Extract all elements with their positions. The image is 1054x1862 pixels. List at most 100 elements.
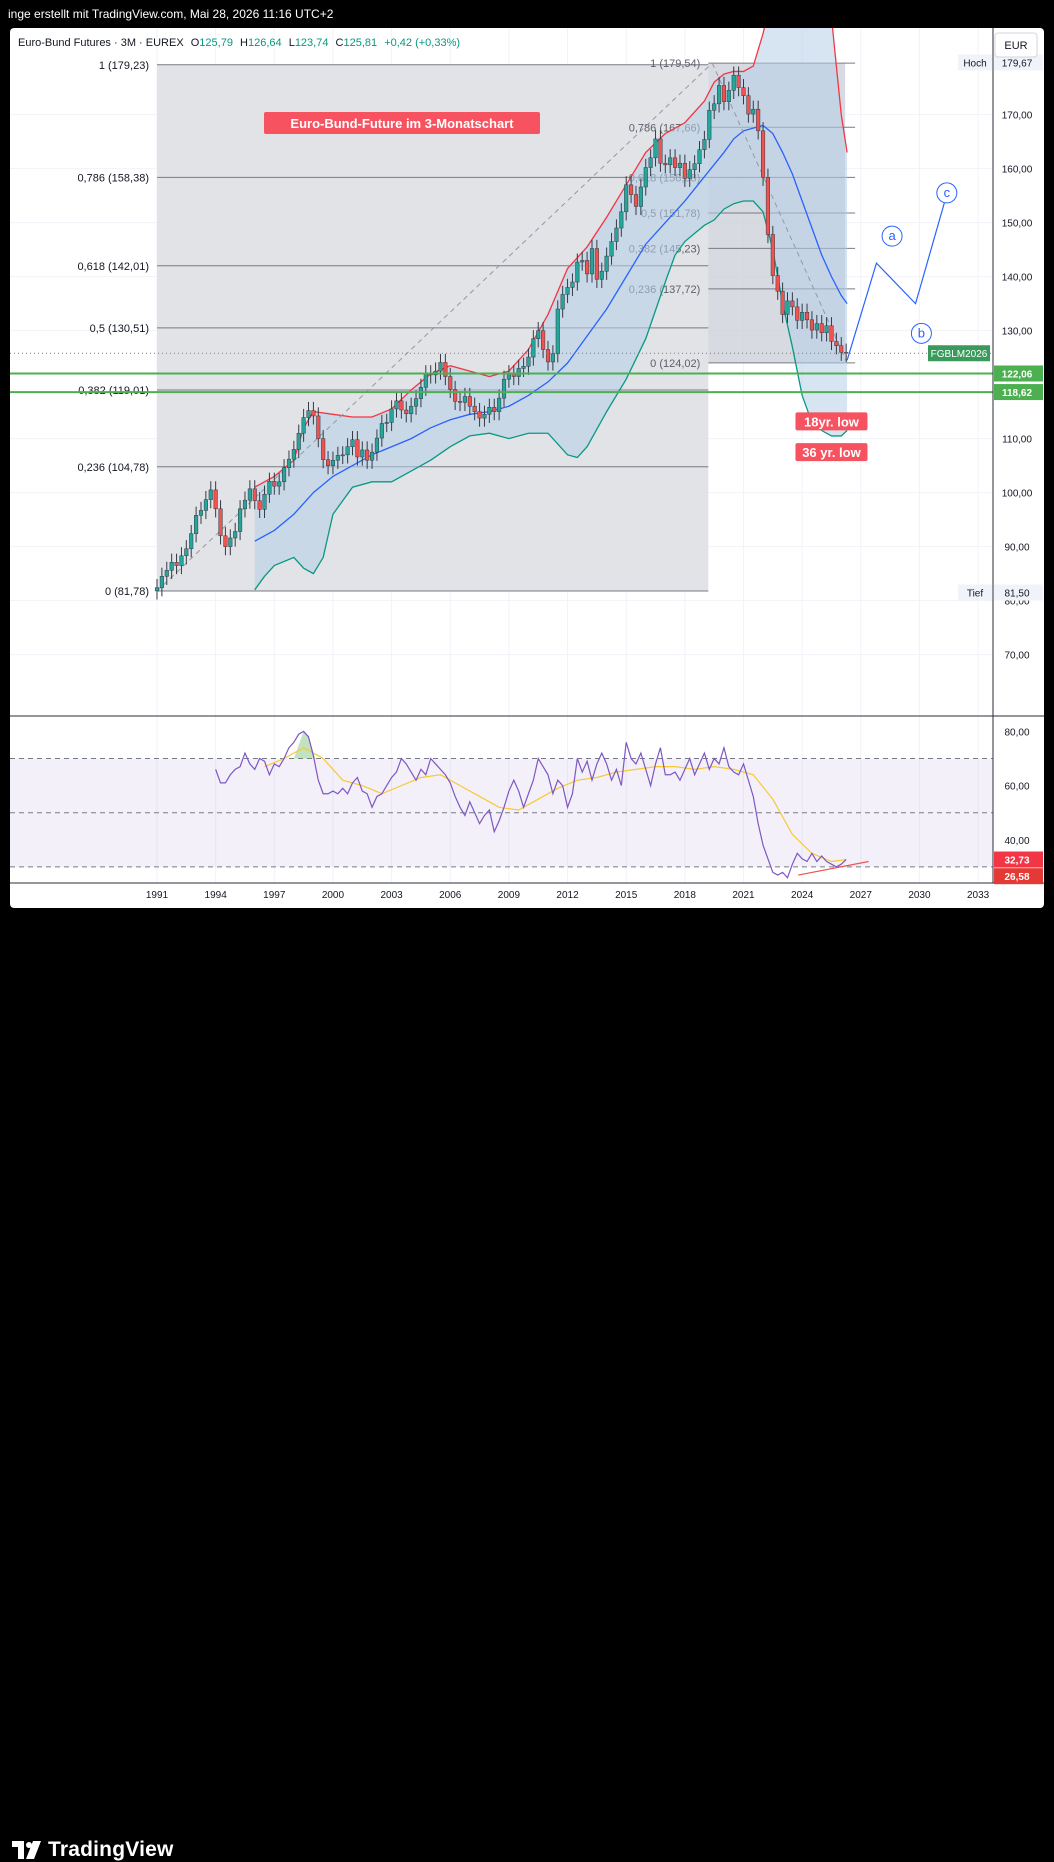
time-tick-label: 2009 <box>498 890 521 901</box>
chart-title: Euro-Bund-Future im 3-Monatschart <box>290 116 514 131</box>
candle-body <box>321 438 326 460</box>
candle-body <box>477 411 482 419</box>
candle-body <box>482 414 487 419</box>
candle-body <box>184 548 189 557</box>
candle-body <box>453 389 458 402</box>
candle-body <box>286 458 292 469</box>
rsi-value-bg <box>994 868 1043 885</box>
fib-trendline <box>711 62 848 364</box>
tradingview-logo-icon <box>12 1841 41 1859</box>
candle-body <box>252 488 257 501</box>
candle-body <box>438 362 443 372</box>
price-label-value: 179,67 <box>1002 58 1033 69</box>
candle-body <box>775 275 780 292</box>
tradingview-logo[interactable]: TradingView <box>12 1838 174 1862</box>
price-tick-label: 110,00 <box>1002 435 1032 446</box>
fib-right-label: 1 (179,54) <box>650 58 700 70</box>
candle-body <box>726 90 731 102</box>
price-tick-label: 100,00 <box>1002 489 1033 500</box>
annotation-text: 36 yr. low <box>802 445 861 460</box>
candle-body <box>790 300 795 308</box>
candle-body <box>785 300 790 315</box>
price-tick-label: 130,00 <box>1002 327 1033 338</box>
candle-body <box>301 417 306 434</box>
legend-close: 125,81 <box>343 37 377 49</box>
upper-band-line <box>254 28 848 488</box>
candle-body <box>824 325 829 334</box>
candle-body <box>663 162 668 166</box>
rsi-overbought-fill <box>293 731 316 759</box>
candle-body <box>702 139 707 150</box>
candle-body <box>501 378 507 399</box>
candle-body <box>159 576 164 588</box>
candle-body <box>819 323 824 334</box>
candle-body <box>531 338 536 358</box>
time-tick-label: 2015 <box>615 890 638 901</box>
candle-body <box>541 330 546 350</box>
candle-body <box>677 162 683 168</box>
candle-body <box>731 74 736 91</box>
candle-body <box>409 405 414 415</box>
candle-body <box>809 319 814 331</box>
currency-label: EUR <box>1004 40 1027 52</box>
candle-body <box>291 449 296 460</box>
candle-body <box>306 410 311 418</box>
legend-open: 125,79 <box>199 37 233 49</box>
candle-body <box>687 169 692 179</box>
candle-body <box>272 481 277 487</box>
candle-body <box>487 407 492 415</box>
price-tick-label: 150,00 <box>1002 219 1033 230</box>
candle-body <box>223 535 228 547</box>
candle-body <box>761 130 766 178</box>
candle-body <box>599 270 604 280</box>
candle-body <box>384 422 389 424</box>
candle-body <box>389 408 394 423</box>
candle-body <box>365 449 370 461</box>
candle-body <box>238 508 243 532</box>
candle-body <box>648 157 653 168</box>
candle-body <box>712 103 717 111</box>
candle-body <box>467 396 472 407</box>
candle-body <box>721 85 727 102</box>
chart-frame[interactable]: 1 (179,23) 0,786 (158,38) 0,618 (142,01) 0,… <box>10 28 1044 908</box>
currency-button[interactable]: EUR <box>994 32 1038 58</box>
time-tick-label: 2000 <box>322 890 345 901</box>
candle-body <box>345 446 350 456</box>
price-label-tag-bg <box>958 54 992 71</box>
candle-body <box>770 234 775 276</box>
candle-body <box>497 397 502 412</box>
price-label-value: 118,62 <box>1002 388 1032 399</box>
candle-body <box>448 376 453 390</box>
candle-body <box>169 562 174 571</box>
candle-body <box>423 373 428 388</box>
support-lines <box>10 352 993 394</box>
time-tick-label: 1997 <box>263 890 286 901</box>
candle-body <box>839 345 844 353</box>
candle-body <box>673 157 678 168</box>
attribution-text: inge erstellt mit TradingView.com, Mai 2… <box>8 7 334 21</box>
candle-body <box>751 108 756 115</box>
candle-body <box>233 531 238 539</box>
candle-body <box>189 533 194 550</box>
chart-canvas[interactable]: 1 (179,23) 0,786 (158,38) 0,618 (142,01) 0,… <box>10 28 1044 908</box>
candle-body <box>213 489 218 510</box>
candle-body <box>443 362 448 377</box>
time-tick-label: 2021 <box>732 890 755 901</box>
candle-body <box>707 110 712 140</box>
candle-body <box>575 261 580 283</box>
time-tick-label: 2027 <box>850 890 873 901</box>
chart-title-label: Euro-Bund-Future im 3-Monatschart <box>264 112 540 134</box>
wave-label: a <box>888 228 896 243</box>
candle-body <box>296 432 301 450</box>
candle-body <box>624 184 629 213</box>
candle-body <box>282 467 287 483</box>
price-label-bg <box>994 365 1043 382</box>
candle-body <box>247 488 252 501</box>
time-tick-label: 1994 <box>205 890 228 901</box>
candle-body <box>174 562 179 566</box>
fib-left-label: 0,236 (104,78) <box>77 462 149 474</box>
price-label-value: 122,06 <box>1002 369 1033 380</box>
candle-body <box>653 138 658 159</box>
footer: TradingView <box>0 910 1054 1861</box>
candle-body <box>257 500 262 510</box>
